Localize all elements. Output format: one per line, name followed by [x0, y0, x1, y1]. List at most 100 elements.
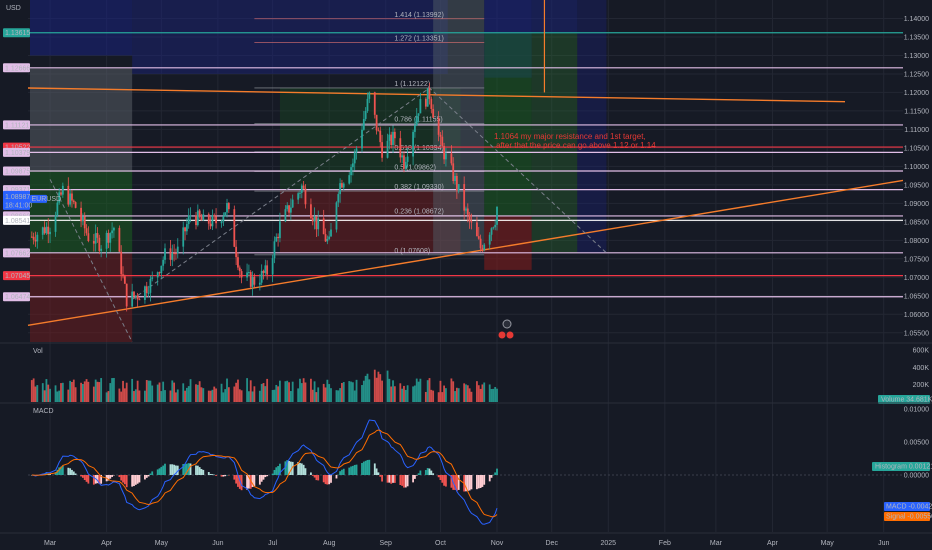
volume-bar	[450, 378, 453, 402]
macd-histogram-bar	[240, 475, 243, 491]
candle-body	[406, 156, 409, 162]
volume-bar	[30, 380, 33, 402]
candle-body	[297, 193, 300, 200]
volume-bar	[470, 391, 473, 402]
volume-bar	[189, 379, 192, 402]
candle-body	[341, 183, 343, 188]
volume-bar	[315, 392, 318, 402]
volume-bar	[404, 389, 407, 402]
macd-histogram-bar	[466, 475, 469, 491]
candle-body	[415, 115, 418, 126]
candle-body	[238, 267, 241, 272]
candle-body	[94, 233, 97, 244]
candle-body	[476, 222, 478, 237]
fib-label: 1 (1.12122)	[394, 81, 430, 88]
macd-histogram-bar	[133, 475, 135, 487]
candle-body	[366, 98, 369, 111]
candle-body	[131, 291, 134, 307]
candles-group	[30, 82, 498, 312]
volume-bar	[337, 390, 340, 402]
volume-bar	[392, 380, 394, 402]
macd-histogram-bar	[445, 475, 447, 487]
candle-body	[496, 206, 498, 225]
candle-body	[173, 253, 176, 255]
candle-body	[342, 183, 345, 188]
volume-bar	[426, 380, 429, 402]
volume-bar	[98, 382, 101, 402]
volume-bar	[182, 383, 185, 402]
candle-body	[330, 229, 332, 237]
candle-body	[248, 271, 250, 273]
volume-bar	[43, 390, 46, 402]
time-tick: Jun	[878, 540, 889, 547]
volume-bar	[351, 382, 354, 402]
candle-body	[375, 114, 378, 131]
candle-body	[125, 283, 128, 307]
candle-body	[196, 210, 199, 226]
candle-body	[379, 130, 382, 143]
volume-bar	[277, 386, 279, 402]
candle-body	[47, 226, 50, 235]
macd-histogram-bar	[457, 475, 460, 490]
macd-histogram-bar	[224, 475, 227, 477]
volume-bar	[477, 385, 480, 402]
volume-bar	[122, 380, 124, 402]
macd-histogram-bar	[71, 469, 73, 475]
candle-body	[209, 223, 212, 227]
fib-label: 1.414 (1.13992)	[394, 12, 443, 19]
candle-body	[488, 234, 491, 245]
macd-histogram-bar	[455, 475, 458, 491]
macd-histogram-bar	[414, 475, 416, 479]
volume-tick: 600K	[913, 348, 930, 355]
candle-body	[211, 215, 214, 227]
candle-body	[207, 214, 210, 224]
candle-body	[326, 238, 329, 242]
volume-bar	[388, 378, 391, 402]
volume-bar	[58, 390, 61, 402]
volume-bar	[237, 379, 239, 402]
volume-bar	[317, 387, 320, 402]
volume-bar	[220, 383, 223, 402]
macd-histogram-bar	[176, 465, 179, 475]
macd-histogram-bar	[417, 473, 420, 475]
signal-badge	[884, 512, 930, 521]
candle-body	[450, 153, 453, 164]
volume-bar	[92, 386, 95, 402]
candle-body	[169, 248, 172, 260]
candle-body	[54, 215, 57, 232]
volume-bar	[187, 386, 190, 402]
candle-body	[151, 277, 154, 279]
volume-bar	[353, 390, 356, 402]
volume-bar	[311, 389, 314, 402]
candle-body	[443, 145, 445, 160]
level-badge	[3, 248, 30, 258]
volume-bar	[476, 381, 478, 402]
candle-body	[465, 208, 467, 211]
macd-histogram-bar	[330, 475, 332, 483]
candle-body	[158, 272, 161, 274]
candle-body	[226, 203, 228, 213]
candle-body	[213, 215, 216, 217]
macd-histogram-bar	[258, 475, 261, 485]
macd-histogram-bar	[297, 462, 300, 475]
time-tick: 2025	[600, 540, 616, 547]
volume-bar	[144, 390, 146, 402]
candle-body	[253, 276, 256, 285]
time-tick: Oct	[435, 540, 446, 547]
price-tick: 1.06500	[904, 293, 929, 300]
candle-body	[67, 185, 70, 205]
macd-histogram-bar	[215, 475, 217, 476]
candle-body	[260, 270, 263, 283]
volume-bar	[300, 383, 303, 402]
candle-body	[111, 230, 113, 234]
macd-histogram-bar	[227, 475, 230, 476]
candle-body	[80, 207, 82, 222]
candle-body	[251, 276, 254, 287]
macd-histogram-bar	[235, 475, 238, 484]
macd-histogram-bar	[136, 475, 139, 484]
candle-body	[414, 125, 416, 132]
candle-body	[171, 253, 174, 260]
candle-body	[403, 155, 405, 169]
